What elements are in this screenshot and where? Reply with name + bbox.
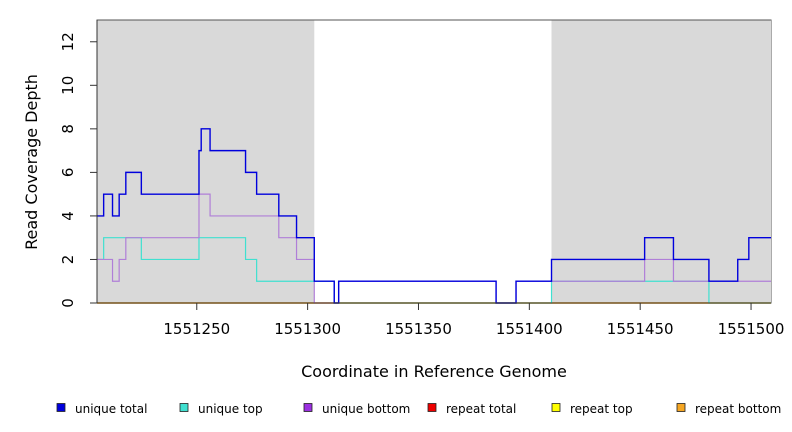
y-tick-label: 10	[59, 76, 77, 95]
legend-swatch-repeat-total	[427, 403, 437, 412]
x-tick-label: 1551500	[718, 320, 785, 338]
y-tick-label: 6	[59, 168, 77, 178]
legend-label-repeat-top: repeat top	[570, 402, 633, 416]
x-tick-label: 1551400	[496, 320, 563, 338]
x-ticks: 1551250 1551300 1551350 1551400 1551450 15515…	[163, 303, 784, 338]
legend-swatch-unique-bottom	[303, 403, 313, 412]
series-line-unique-total	[97, 128, 771, 304]
axes	[96, 20, 771, 304]
legend-label-unique-top: unique top	[198, 402, 263, 416]
y-axis-title: Read Coverage Depth	[22, 74, 41, 250]
x-tick-label: 1551300	[274, 320, 341, 338]
legend-label-repeat-bottom: repeat bottom	[695, 402, 781, 416]
y-tick-label: 12	[59, 32, 77, 51]
x-axis-title: Coordinate in Reference Genome	[301, 362, 567, 381]
legend-label-repeat-total: repeat total	[446, 402, 516, 416]
series-line-unique-bottom	[97, 193, 771, 304]
legend-swatch-repeat-bottom	[676, 403, 686, 412]
y-tick-label: 2	[59, 255, 77, 265]
legend-swatch-unique-total	[56, 403, 66, 412]
x-tick-label: 1551250	[163, 320, 230, 338]
legend-label-unique-total: unique total	[75, 402, 147, 416]
y-tick-label: 0	[59, 298, 77, 308]
shaded-regions	[97, 20, 771, 303]
legend-label-unique-bottom: unique bottom	[322, 402, 410, 416]
legend-swatch-repeat-top	[551, 403, 561, 412]
shaded-region-2	[551, 20, 771, 303]
x-tick-label: 1551450	[607, 320, 674, 338]
legend: unique total unique top unique bottom repea…	[56, 402, 781, 416]
y-ticks: 0 2 4 6 8 10 12	[59, 32, 97, 308]
legend-swatch-unique-top	[179, 403, 189, 412]
x-tick-label: 1551350	[385, 320, 452, 338]
shaded-region-1	[97, 20, 315, 303]
y-tick-label: 8	[59, 124, 77, 134]
y-tick-label: 4	[59, 211, 77, 221]
